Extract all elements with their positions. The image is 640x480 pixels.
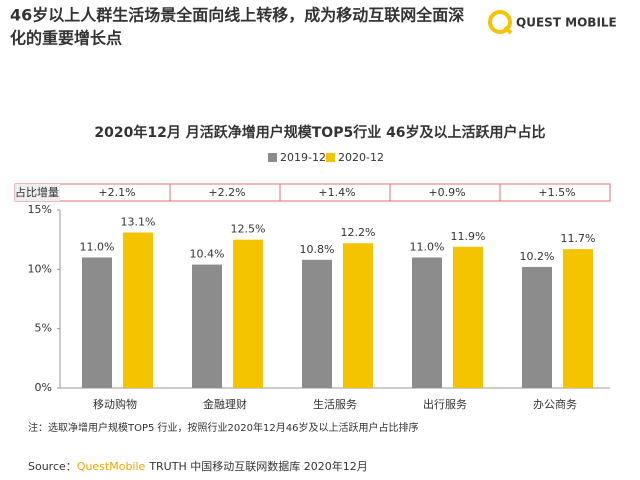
bar	[563, 249, 593, 388]
source-brand: QuestMobile	[77, 460, 146, 473]
increment: +1.5%	[538, 186, 575, 199]
y-tick-label: 10%	[28, 262, 52, 275]
legend-swatch	[326, 153, 335, 162]
value-label: 10.2%	[520, 250, 555, 263]
bar	[82, 257, 112, 388]
increment-label-bg	[15, 184, 60, 201]
y-tick-label: 15%	[28, 203, 52, 216]
source-text: TRUTH 中国移动互联网数据库 2020年12月	[148, 459, 367, 473]
x-tick-label: 出行服务	[423, 397, 467, 411]
x-tick-label: 办公商务	[533, 397, 577, 411]
bar	[123, 232, 153, 388]
chart-title: 2020年12月 月活跃净增用户规模TOP5行业 46岁及以上活跃用户占比	[94, 124, 545, 141]
header-title-line: 46岁以上人群生活场景全面向线上转移，成为移动互联网全面深	[10, 6, 464, 25]
bar	[412, 257, 442, 388]
logo-icon	[503, 25, 513, 35]
source: Source：QuestMobile TRUTH 中国移动互联网数据库 2020年…	[28, 459, 368, 473]
increment: +1.4%	[318, 186, 355, 199]
logo-text: QUEST MOBILE	[516, 16, 617, 30]
increment: +2.2%	[208, 186, 245, 199]
y-tick-label: 5%	[35, 322, 52, 335]
y-tick-label: 0%	[35, 381, 52, 394]
increment: +0.9%	[428, 186, 465, 199]
source-label: Source：	[28, 460, 77, 473]
legend-swatch	[268, 153, 277, 162]
value-label: 12.2%	[341, 226, 376, 239]
increment: +2.1%	[98, 186, 135, 199]
bar	[233, 239, 263, 388]
bar	[302, 259, 332, 388]
increment-label: 占比增量	[15, 185, 59, 199]
x-tick-label: 金融理财	[203, 397, 247, 411]
bar	[343, 243, 373, 388]
value-label: 10.8%	[300, 243, 335, 256]
x-tick-label: 生活服务	[313, 397, 357, 411]
header-title-line: 化的重要增长点	[10, 29, 122, 48]
value-label: 11.7%	[561, 232, 596, 245]
legend-label: 2019-12	[280, 151, 326, 164]
value-label: 10.4%	[190, 248, 225, 261]
bar	[453, 246, 483, 388]
value-label: 11.0%	[80, 240, 115, 253]
value-label: 11.0%	[410, 240, 445, 253]
x-tick-label: 移动购物	[93, 397, 137, 411]
logo-icon	[488, 10, 512, 34]
value-label: 13.1%	[121, 216, 156, 229]
value-label: 12.5%	[231, 223, 266, 236]
legend-label: 2020-12	[338, 151, 384, 164]
bar	[192, 264, 222, 388]
value-label: 11.9%	[451, 230, 486, 243]
note: 注：选取净增用户规模TOP5 行业，按照行业2020年12月46岁及以上活跃用户…	[28, 421, 418, 434]
bar	[522, 266, 552, 388]
